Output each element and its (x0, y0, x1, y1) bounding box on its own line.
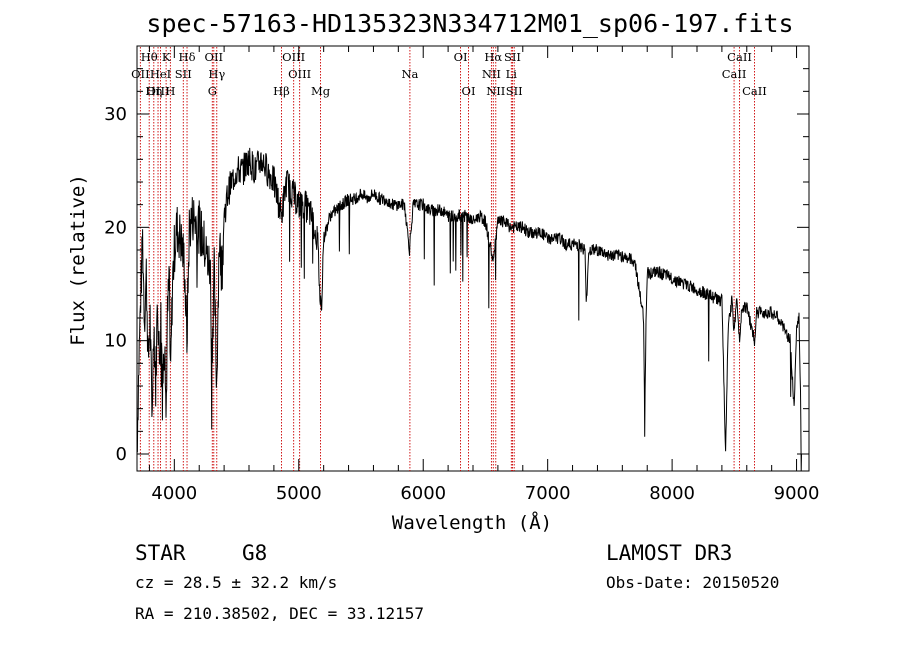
spectral-line-label: CaII (722, 67, 747, 81)
y-tick-label: 0 (116, 444, 127, 465)
spectral-line-label: OI (454, 50, 468, 64)
spectral-line-label: OII (205, 50, 224, 64)
spectral-line-label: Hδ (179, 50, 196, 64)
spectrum-trace (136, 147, 802, 472)
coordinates: RA = 210.38502, DEC = 33.12157 (135, 604, 424, 623)
spectral-line-label: NII (482, 67, 501, 81)
y-tick-label: 20 (104, 217, 127, 238)
spectral-line-label: SII (506, 84, 523, 98)
redshift-velocity: cz = 28.5 ± 32.2 km/s (135, 573, 337, 592)
y-tick-label: 30 (104, 104, 127, 125)
spectral-line-label: OIII (146, 84, 169, 98)
y-axis-label: Flux (relative) (67, 174, 89, 346)
survey-name: LAMOST DR3 (606, 541, 732, 565)
spectral-line-label: OII (131, 67, 150, 81)
spectral-line-label: Hγ (208, 67, 225, 81)
spectral-line-label: SII (175, 67, 192, 81)
spectral-line-label: NII (486, 84, 505, 98)
x-tick-label: 6000 (400, 483, 446, 504)
spectral-line-label: Hθ (141, 50, 158, 64)
x-axis: 4000 5000 6000 7000 8000 9000 (148, 46, 820, 504)
y-axis: 0 10 20 30 (104, 68, 809, 465)
spectral-line-label: CaII (727, 50, 752, 64)
x-tick-label: 4000 (151, 483, 197, 504)
spectral-line-label: SII (504, 50, 521, 64)
spectral-line-label: OIII (288, 67, 311, 81)
spectral-line-label: OI (462, 84, 476, 98)
spectral-line-label: Hη (145, 84, 162, 98)
spectral-line-label: Li (506, 67, 518, 81)
spectral-line-label: Na (401, 67, 418, 81)
chart-title: spec-57163-HD135323N334712M01_sp06-197.f… (146, 9, 793, 38)
observation-date: Obs-Date: 20150520 (606, 573, 779, 592)
y-tick-label: 10 (104, 331, 127, 352)
object-subclass: G8 (242, 541, 267, 565)
spectral-line-label: K (162, 50, 171, 64)
spectral-line-label: CaII (742, 84, 767, 98)
spectral-line-label: G (208, 84, 217, 98)
spectral-line-label: OIII (282, 50, 305, 64)
object-class: STAR (135, 541, 186, 565)
plot-frame (136, 45, 810, 472)
spectral-line-label: HeI (150, 67, 171, 81)
x-tick-label: 7000 (525, 483, 571, 504)
spectrum-trace-group (136, 147, 802, 472)
x-tick-label: 5000 (276, 483, 322, 504)
spectral-line-label: Hα (484, 50, 502, 64)
spectral-line-label: H (165, 84, 175, 98)
spectral-line-markers (139, 47, 755, 471)
x-axis-label: Wavelength (Å) (392, 511, 552, 534)
x-tick-label: 8000 (649, 483, 695, 504)
spectral-line-label: Mg (311, 84, 331, 98)
spectral-line-label: Hβ (273, 84, 290, 98)
x-tick-label: 9000 (774, 483, 820, 504)
